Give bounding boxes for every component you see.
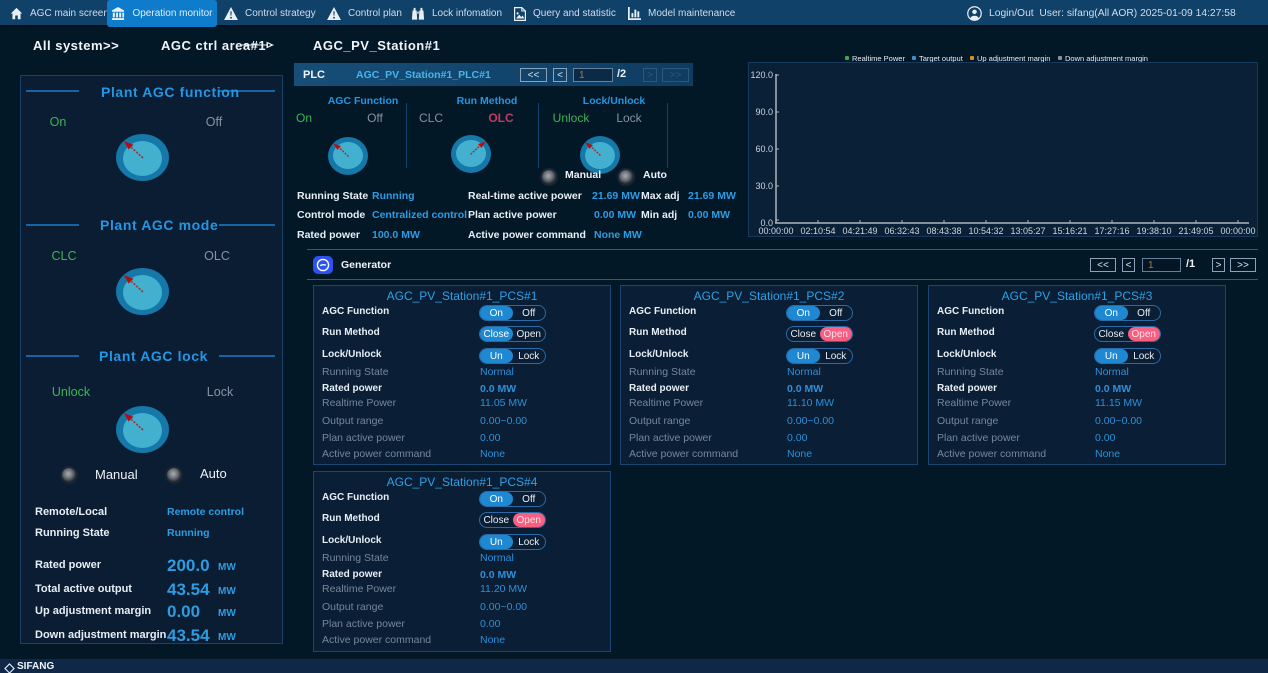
svg-text:90.0: 90.0: [755, 107, 773, 117]
svg-text:120.0: 120.0: [750, 70, 773, 80]
svg-text:04:21:49: 04:21:49: [842, 226, 877, 236]
svg-text:02:10:54: 02:10:54: [800, 226, 835, 236]
svg-text:00:00:00: 00:00:00: [758, 226, 793, 236]
svg-text:13:05:27: 13:05:27: [1010, 226, 1045, 236]
svg-text:21:49:05: 21:49:05: [1178, 226, 1213, 236]
svg-text:0.0: 0.0: [760, 218, 773, 228]
svg-text:06:32:43: 06:32:43: [884, 226, 919, 236]
svg-text:30.0: 30.0: [755, 181, 773, 191]
svg-text:10:54:32: 10:54:32: [968, 226, 1003, 236]
svg-text:60.0: 60.0: [755, 144, 773, 154]
svg-text:17:27:16: 17:27:16: [1094, 226, 1129, 236]
svg-text:15:16:21: 15:16:21: [1052, 226, 1087, 236]
svg-text:08:43:38: 08:43:38: [926, 226, 961, 236]
svg-text:19:38:10: 19:38:10: [1136, 226, 1171, 236]
svg-text:00:00:00: 00:00:00: [1220, 226, 1255, 236]
